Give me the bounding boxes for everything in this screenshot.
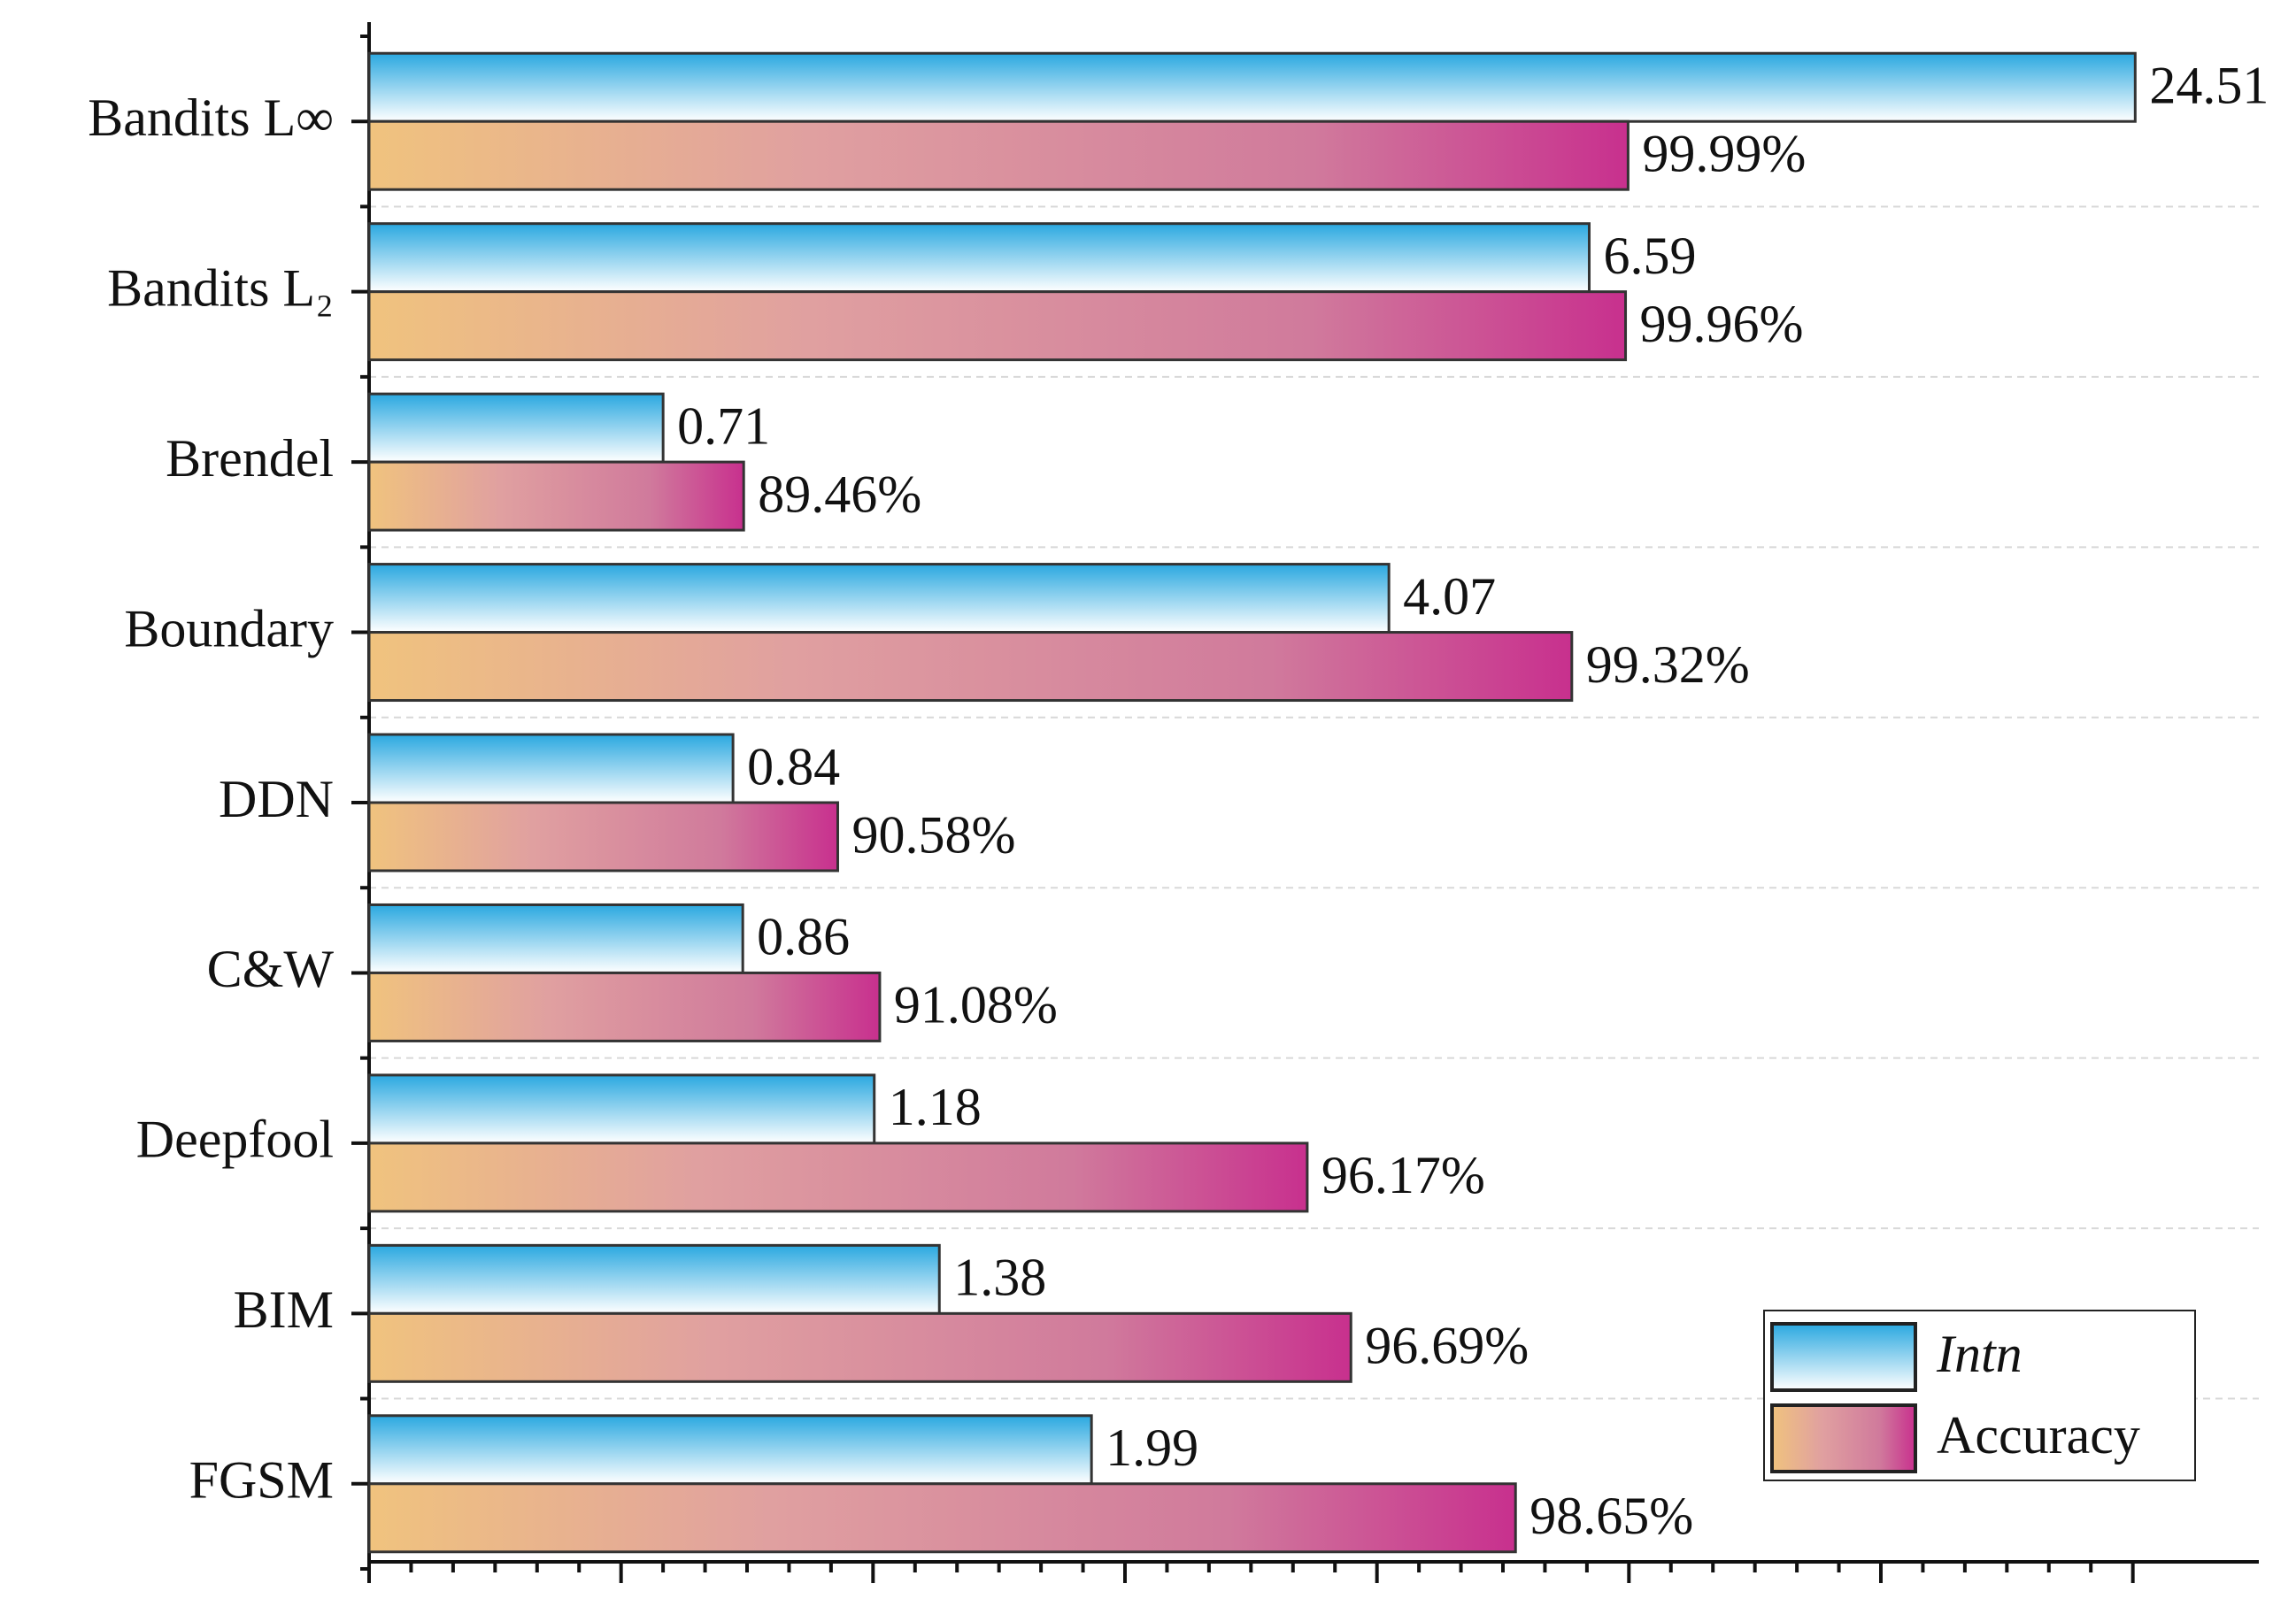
value-label: 90.58%: [851, 805, 1015, 864]
bar: [367, 1243, 941, 1315]
bar: [367, 1311, 1352, 1383]
legend-label: Accuracy: [1937, 1406, 2140, 1464]
plot: Bandits L∞ Bandits L₂ Brendel Boundary DDN C&…: [88, 22, 2269, 1583]
legend-label: Intn: [1936, 1325, 2022, 1383]
y-tick-label: Boundary: [124, 599, 334, 657]
bar: [367, 1142, 1309, 1213]
value-label: 98.65%: [1529, 1487, 1693, 1545]
y-tick-label: Bandits L₂: [107, 258, 334, 317]
value-label: 1.99: [1106, 1418, 1198, 1477]
value-label: 99.99%: [1642, 124, 1806, 182]
y-tick-label: Bandits L∞: [88, 88, 334, 147]
value-label: 96.69%: [1365, 1317, 1529, 1375]
y-tick-label: C&W: [207, 940, 335, 998]
value-label: 6.59: [1603, 227, 1696, 285]
legend: Intn Accuracy: [1763, 1310, 2196, 1481]
bar: [367, 1414, 1093, 1486]
value-label: 96.17%: [1321, 1146, 1485, 1204]
value-label: 0.71: [677, 396, 770, 455]
bar: [367, 460, 745, 532]
y-tick-label: Brendel: [166, 429, 334, 488]
bar: [367, 1482, 1517, 1554]
bar: [367, 903, 744, 974]
value-label: 0.84: [747, 737, 840, 796]
bar: [367, 392, 665, 464]
bar: [367, 51, 2137, 123]
y-tick-label: BIM: [234, 1280, 334, 1339]
value-label: 0.86: [757, 908, 850, 966]
bar: [367, 631, 1574, 703]
bar: [367, 801, 839, 873]
value-label: 4.07: [1403, 567, 1496, 626]
bar: [367, 563, 1391, 634]
value-label: 1.38: [953, 1249, 1046, 1307]
bar: [367, 1073, 876, 1145]
y-tick-label: FGSM: [189, 1451, 334, 1510]
bar: [367, 733, 735, 804]
value-label: 24.51: [2149, 56, 2269, 114]
bar: [367, 119, 1630, 191]
legend-swatch: [1770, 1403, 1917, 1473]
value-label: 89.46%: [758, 465, 921, 523]
y-tick-label: Deepfool: [136, 1111, 334, 1169]
y-tick-label: DDN: [219, 770, 334, 828]
bar: [367, 971, 882, 1042]
legend-swatch: [1770, 1322, 1917, 1392]
value-label: 99.32%: [1586, 635, 1750, 694]
value-label: 99.96%: [1640, 295, 1804, 353]
bar: [367, 290, 1628, 362]
bar: [367, 222, 1591, 294]
value-label: 91.08%: [894, 976, 1058, 1034]
value-label: 1.18: [889, 1078, 982, 1136]
